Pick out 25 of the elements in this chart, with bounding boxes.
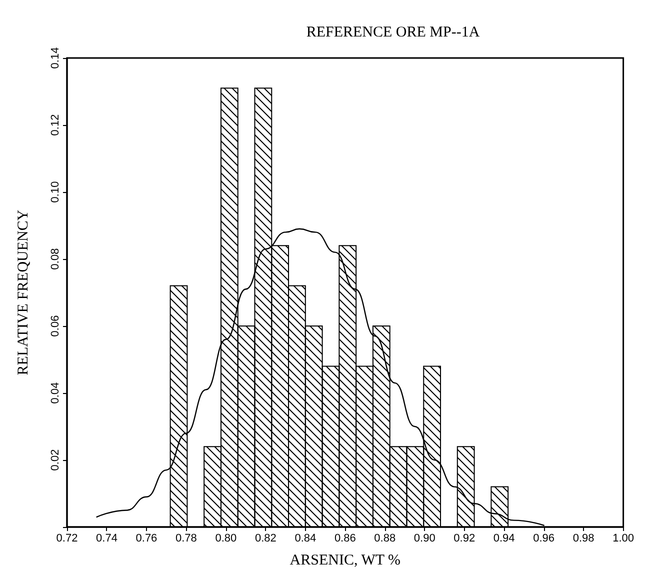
y-tick-label: 0.12 [50, 114, 62, 136]
x-tick-label: 0.80 [215, 532, 237, 544]
chart-title: REFERENCE ORE MP--1A [306, 24, 480, 40]
x-tick-label: 0.74 [96, 532, 118, 544]
y-tick-label: 0.08 [50, 248, 62, 270]
x-tick-label: 0.82 [254, 532, 276, 544]
x-axis-title: ARSENIC, WT % [290, 552, 400, 568]
y-tick-label: 0.10 [50, 181, 62, 203]
x-tick-label: 0.92 [454, 532, 476, 544]
x-tick-label: 1.00 [612, 532, 634, 544]
y-tick-label: 0.02 [50, 449, 62, 471]
x-tick-label: 0.72 [56, 532, 78, 544]
x-tick-label: 0.96 [533, 532, 555, 544]
x-tick-label: 0.88 [374, 532, 396, 544]
x-tick-label: 0.98 [572, 532, 594, 544]
y-tick-label: 0.06 [50, 315, 62, 337]
x-tick-label: 0.78 [175, 532, 197, 544]
x-tick-label: 0.76 [136, 532, 158, 544]
x-tick-label: 0.84 [294, 532, 316, 544]
y-tick-label: 0.14 [50, 47, 62, 69]
y-axis-title: RELATIVE FREQUENCY [16, 210, 32, 376]
x-tick-label: 0.94 [493, 532, 515, 544]
y-tick-label: 0.04 [50, 382, 62, 404]
x-tick-label: 0.90 [414, 532, 436, 544]
x-tick-label: 0.86 [334, 532, 356, 544]
